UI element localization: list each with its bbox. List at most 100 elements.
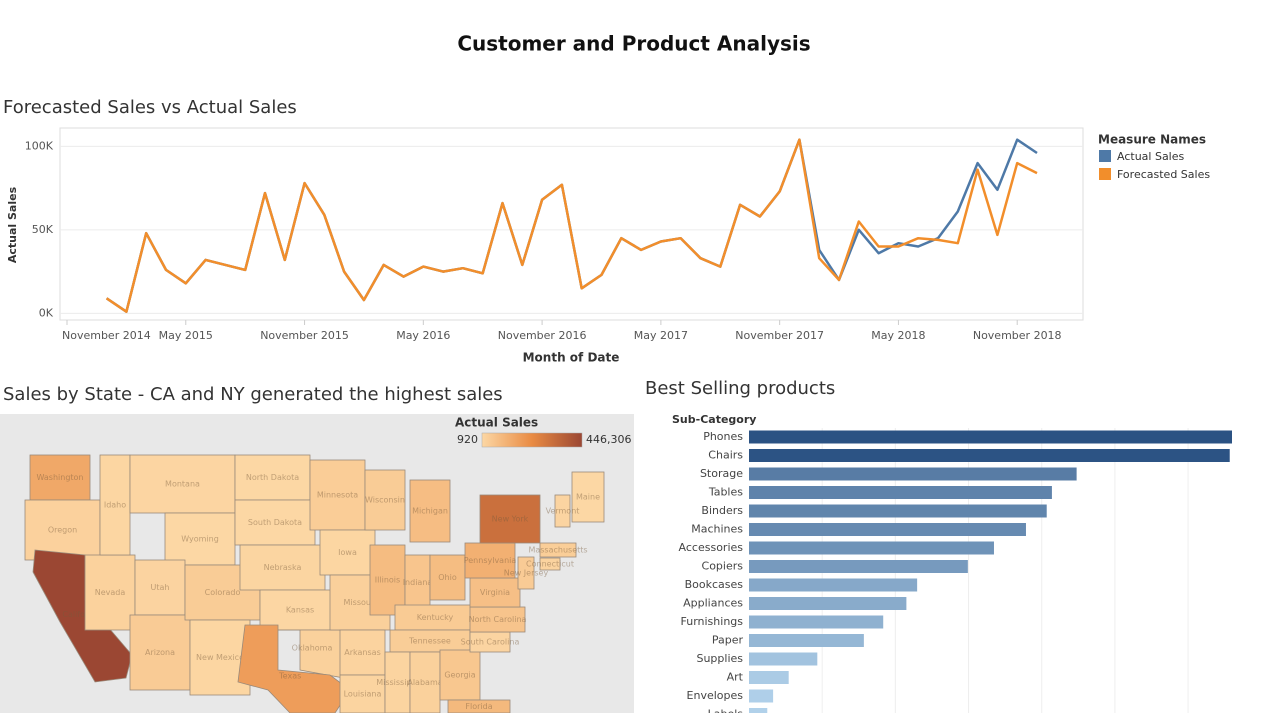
- state-label: North Dakota: [246, 473, 299, 482]
- state-label: South Carolina: [461, 638, 520, 647]
- color-legend: [481, 432, 583, 448]
- y-axis-title: Actual Sales: [6, 186, 19, 263]
- state: [129, 614, 191, 691]
- y-tick-label: Furnishings: [681, 615, 744, 628]
- state-label: Arkansas: [344, 648, 380, 657]
- y-tick-label: 50K: [32, 223, 54, 236]
- bar: [749, 689, 774, 703]
- state-label: New York: [492, 515, 529, 524]
- state: [309, 459, 366, 531]
- state: [164, 512, 236, 566]
- bar: [749, 541, 994, 555]
- bar-axis-title: Sub-Category: [672, 413, 756, 426]
- y-tick-label: Binders: [701, 504, 743, 517]
- y-tick-label: Copiers: [702, 560, 744, 573]
- x-tick-label: May 2017: [634, 329, 688, 342]
- map-title: Sales by State - CA and NY generated the…: [3, 384, 503, 405]
- line-chart-title: Forecasted Sales vs Actual Sales: [3, 97, 297, 118]
- x-tick-label: November 2014: [62, 329, 151, 342]
- bar: [749, 597, 907, 610]
- state-label: Utah: [151, 583, 170, 592]
- x-tick-label: November 2017: [735, 329, 824, 342]
- state: [429, 554, 466, 601]
- state-label: Illinois: [375, 576, 400, 585]
- bar: [749, 449, 1230, 462]
- state-label: Washington: [36, 473, 83, 482]
- state: [517, 556, 535, 590]
- bar: [749, 486, 1052, 499]
- y-tick-label: Accessories: [679, 541, 744, 554]
- state-label: North Carolina: [469, 615, 527, 624]
- state: [29, 454, 91, 501]
- x-tick-label: May 2016: [396, 329, 450, 342]
- state-label: Iowa: [338, 548, 357, 557]
- bar: [749, 578, 918, 592]
- y-tick-label: Storage: [700, 467, 743, 480]
- state-label: Arizona: [145, 648, 175, 657]
- state-label: South Dakota: [248, 518, 302, 527]
- state-label: Missouri: [344, 598, 377, 607]
- state-label: Nebraska: [264, 563, 302, 572]
- state-label: Wyoming: [181, 535, 219, 544]
- state: [394, 604, 476, 631]
- state-label: Wisconsin: [365, 496, 405, 505]
- state-label: Massachusetts: [528, 546, 587, 555]
- dashboard-title: Customer and Product Analysis: [457, 32, 810, 56]
- x-tick-label: November 2016: [498, 329, 587, 342]
- state: [404, 554, 431, 611]
- state: [447, 699, 511, 713]
- bar: [749, 430, 1232, 444]
- y-tick-label: Phones: [703, 430, 743, 443]
- y-tick-label: Chairs: [708, 449, 743, 462]
- state-label: Kansas: [286, 606, 314, 615]
- color-legend-label: 920: [457, 433, 478, 446]
- x-axis-title: Month of Date: [523, 351, 620, 365]
- state-label: Mississippi: [376, 678, 419, 687]
- state: [539, 557, 561, 571]
- y-tick-label: Paper: [712, 634, 744, 647]
- state: [384, 651, 411, 713]
- legend-label: Actual Sales: [1117, 150, 1185, 163]
- map: Washington Oregon California Nevada Idaho Mon…: [24, 454, 605, 713]
- y-tick-label: Machines: [691, 523, 743, 536]
- bar: [749, 467, 1077, 481]
- legend-swatch: [1099, 168, 1111, 180]
- bar: [749, 708, 768, 713]
- state: [554, 494, 571, 528]
- y-tick-label: Labels: [708, 708, 744, 713]
- state-label: Ohio: [438, 573, 457, 582]
- line-plot-frame: [59, 127, 1084, 321]
- state: [364, 469, 406, 531]
- state: [339, 674, 386, 713]
- state-label: Georgia: [444, 671, 475, 680]
- legend-swatch: [1099, 150, 1111, 162]
- state: [319, 529, 376, 576]
- x-tick-label: November 2018: [973, 329, 1062, 342]
- y-tick-label: Tables: [708, 486, 743, 499]
- bar: [749, 671, 789, 684]
- state-label: Louisiana: [344, 690, 382, 699]
- legend-title: Measure Names: [1098, 133, 1206, 147]
- state-label: Virginia: [480, 588, 510, 597]
- state-label: Montana: [165, 480, 200, 489]
- bar: [749, 523, 1026, 536]
- state-label: Idaho: [104, 501, 126, 510]
- bar: [749, 634, 864, 647]
- y-tick-label: 0K: [39, 306, 54, 319]
- x-tick-label: November 2015: [260, 329, 349, 342]
- series-line: [105, 138, 1038, 313]
- state-label: Kentucky: [417, 613, 454, 622]
- y-tick-label: Supplies: [696, 652, 743, 665]
- x-tick-label: May 2018: [871, 329, 925, 342]
- state: [369, 544, 406, 616]
- state-label: Connecticut: [526, 560, 574, 569]
- state-label: Oklahoma: [292, 644, 333, 653]
- state: [539, 542, 577, 558]
- x-tick-label: May 2015: [159, 329, 213, 342]
- state: [409, 479, 451, 543]
- bar-chart-title: Best Selling products: [645, 378, 835, 399]
- state: [571, 471, 605, 523]
- y-tick-label: Envelopes: [687, 689, 744, 702]
- y-tick-label: Bookcases: [685, 578, 744, 591]
